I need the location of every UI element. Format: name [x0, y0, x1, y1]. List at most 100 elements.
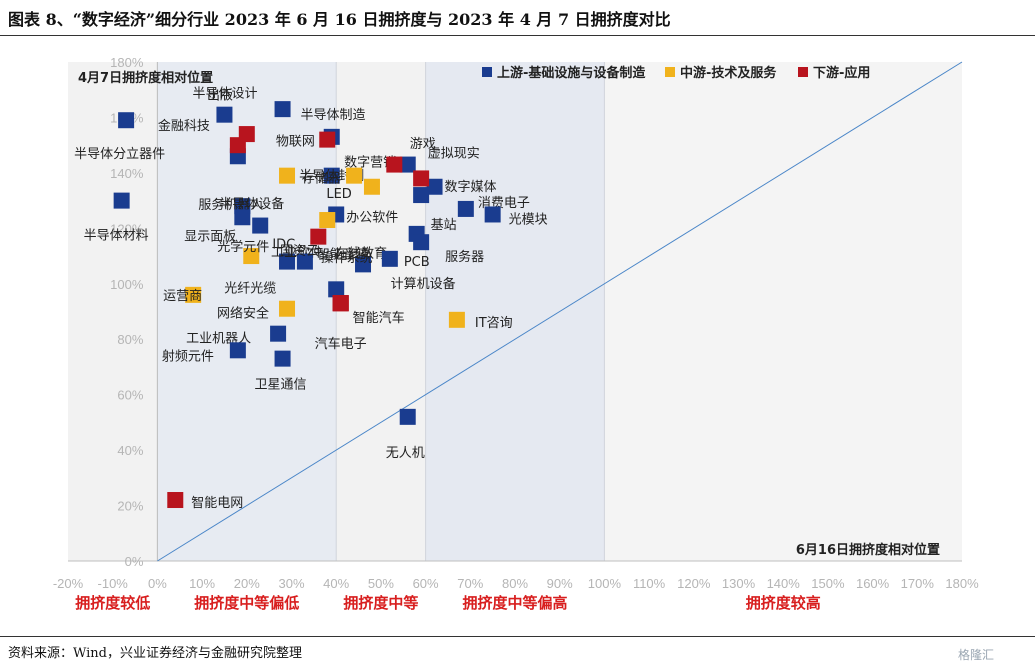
zone-label: 拥挤度中等	[343, 594, 418, 612]
point-label: 数字媒体	[445, 180, 497, 195]
x-tick-label: 50%	[368, 576, 394, 591]
point-label: 服务机器人	[198, 197, 263, 213]
point-label: 基站	[431, 218, 457, 233]
point-label: 数字营销	[344, 156, 396, 171]
upstream-point	[413, 234, 430, 251]
point-label: 光模块	[509, 212, 548, 227]
scatter-chart: 0% 20% 40% 60% 80% 100% 120% 140% 160% 180% -20% -1…	[53, 55, 979, 612]
reference-line	[157, 61, 963, 562]
x-tick-label: 130%	[722, 576, 756, 591]
point-label: 游戏	[410, 137, 436, 152]
watermark-logo: 格隆汇	[958, 648, 995, 662]
point-label: 操作系统	[321, 250, 373, 266]
zone-label: 拥挤度中等偏低	[194, 594, 299, 612]
point-label: 办公软件	[346, 210, 398, 225]
point-label: 半导体材料	[84, 229, 149, 244]
zone-label: 拥挤度较高	[746, 594, 821, 612]
zone-band	[604, 62, 962, 561]
y-tick-label: 60%	[117, 388, 143, 403]
upstream-point	[328, 281, 345, 298]
upstream-point	[399, 156, 416, 173]
point-label: 出版	[207, 89, 233, 104]
point-label: 金融科技	[158, 118, 210, 134]
midstream-point	[243, 248, 260, 265]
zone-label: 拥挤度中等偏高	[462, 594, 567, 612]
x-tick-label: -20%	[53, 576, 84, 591]
upstream-point	[234, 209, 251, 226]
point-label: 半导体分立器件	[74, 147, 165, 162]
x-tick-label: 30%	[278, 576, 304, 591]
y-tick-label: 40%	[117, 443, 143, 458]
x-tick-label: 70%	[457, 576, 483, 591]
upstream-point	[279, 253, 296, 270]
point-label: 卫星通信	[255, 378, 307, 393]
legend-marker	[798, 67, 808, 77]
y-tick-label: 120%	[110, 221, 144, 236]
legend-label: 上游-基础设施与设备制造	[497, 65, 646, 81]
x-tick-label: 80%	[502, 576, 528, 591]
point-label: 服务器	[445, 249, 484, 265]
point-label: 光纤光缆	[224, 280, 276, 296]
downstream-point	[332, 295, 349, 312]
x-axis-title: 6月16日拥挤度相对位置	[796, 542, 940, 558]
x-tick-label: 180%	[945, 576, 979, 591]
upstream-point	[252, 217, 269, 234]
point-label: 显示面板	[184, 230, 236, 245]
upstream-point	[381, 250, 398, 267]
downstream-point	[413, 170, 430, 187]
x-tick-label: 60%	[413, 576, 439, 591]
x-tick-label: 10%	[189, 576, 215, 591]
upstream-point	[413, 187, 430, 204]
midstream-point	[185, 286, 202, 303]
point-label: 光学元件	[217, 239, 269, 255]
point-label: 国资云	[280, 244, 319, 259]
midstream-point	[448, 311, 465, 328]
upstream-point	[274, 350, 291, 367]
upstream-point	[113, 192, 130, 209]
x-tick-label: 110%	[633, 576, 666, 591]
y-tick-label: 80%	[117, 332, 143, 347]
source-divider	[0, 636, 1035, 637]
point-label: 物联网	[276, 134, 315, 149]
upstream-point	[296, 253, 313, 270]
upstream-point	[426, 178, 443, 195]
point-label: 半导体设计	[192, 87, 257, 102]
point-label: IT咨询	[475, 316, 513, 331]
zone-band	[336, 62, 426, 561]
x-tick-label: 40%	[323, 576, 349, 591]
point-label: 虚拟现实	[428, 147, 480, 162]
x-tick-label: 0%	[148, 576, 167, 591]
point-label: 汽车电子	[315, 336, 367, 352]
zone-band	[68, 62, 158, 561]
midstream-point	[363, 178, 380, 195]
x-tick-label: 170%	[901, 576, 935, 591]
downstream-point	[386, 156, 403, 173]
zone-band	[425, 62, 605, 561]
upstream-point	[355, 256, 372, 273]
x-tick-label: 150%	[811, 576, 845, 591]
point-label: 半导体设备	[219, 196, 284, 212]
legend-marker	[665, 67, 675, 77]
point-label: 运营商	[163, 289, 202, 304]
page-title: 图表 8、“数字经济”细分行业 2023 年 6 月 16 日拥挤度与 2023…	[8, 10, 671, 29]
upstream-point	[216, 106, 233, 123]
midstream-point	[346, 167, 363, 184]
y-tick-label: 140%	[110, 166, 144, 181]
legend-label: 中游-技术及服务	[680, 65, 777, 81]
x-tick-label: 120%	[677, 576, 711, 591]
upstream-point	[484, 206, 501, 223]
x-tick-label: 100%	[588, 576, 622, 591]
zone-label: 拥挤度较低	[75, 594, 150, 612]
point-label: 智能汽车	[353, 310, 405, 326]
point-label: 网络安全	[217, 306, 269, 322]
legend-marker	[482, 67, 492, 77]
source-note: 资料来源：Wind，兴业证券经济与金融研究院整理	[8, 646, 302, 661]
point-label: 射频元件	[162, 348, 214, 364]
legend-label: 下游-应用	[813, 65, 870, 81]
midstream-point	[279, 300, 296, 317]
point-label: 无人机	[386, 446, 425, 461]
downstream-point	[310, 228, 327, 245]
midstream-point	[279, 167, 296, 184]
upstream-point	[270, 325, 287, 342]
upstream-point	[323, 167, 340, 184]
